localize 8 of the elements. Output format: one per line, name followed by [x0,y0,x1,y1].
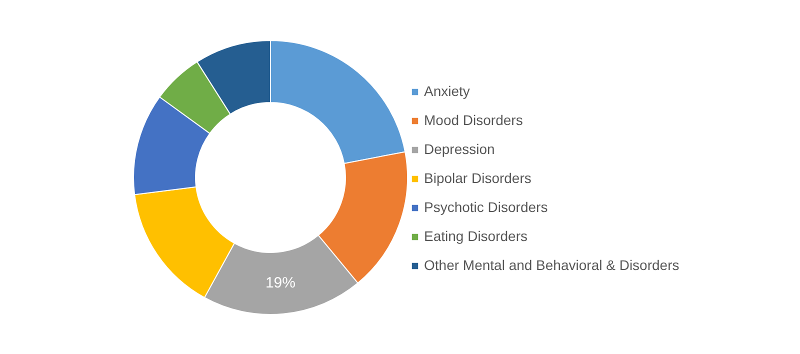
legend-label: Other Mental and Behavioral & Disorders [424,256,680,274]
data-label: 19% [265,274,296,292]
legend-label: Eating Disorders [424,227,528,245]
legend-label: Mood Disorders [424,111,523,129]
legend-label: Anxiety [424,82,470,100]
legend-label: Bipolar Disorders [424,169,532,187]
legend-label: Depression [424,140,495,158]
legend-label: Psychotic Disorders [424,198,548,216]
